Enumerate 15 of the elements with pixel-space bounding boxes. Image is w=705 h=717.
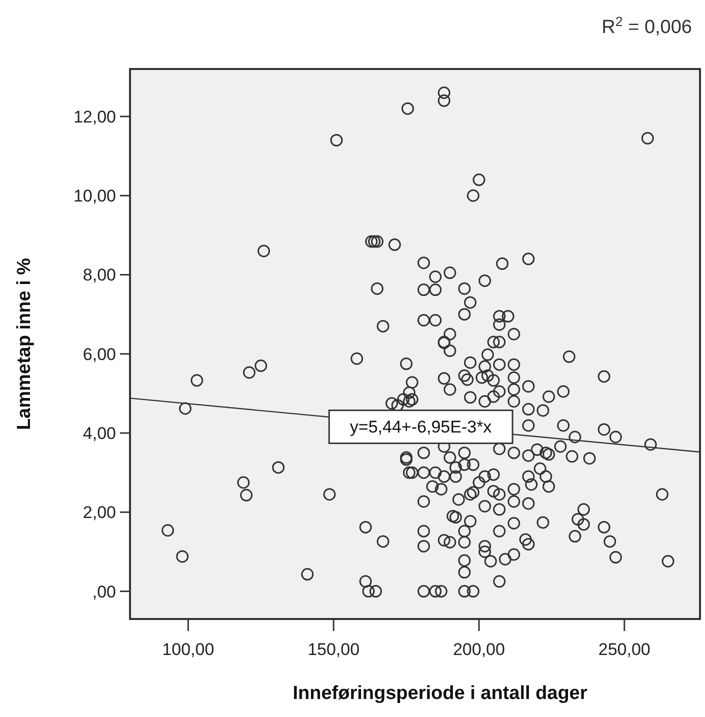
y-tick-label: 4,00	[82, 424, 116, 443]
y-tick-label: 8,00	[82, 266, 116, 285]
y-axis-title: Lammetap inne i %	[14, 258, 35, 430]
y-tick-label: ,00	[92, 582, 116, 602]
x-axis-title: Inneføringsperiode i antall dager	[292, 683, 588, 704]
y-tick-label: 10,00	[73, 186, 116, 206]
text: R$^{2}$ = 0,006	[602, 14, 692, 38]
y-tick-label: 12,00	[73, 107, 116, 126]
x-tick-label: 200,00	[452, 640, 505, 659]
y-tick-label: 2,00	[82, 503, 116, 522]
x-tick-label: 150,00	[308, 640, 360, 659]
annotation: y=5,44+-6,95E-3*x	[350, 417, 492, 436]
y-tick-label: 6,00	[82, 344, 116, 364]
x-tick-label: 250,00	[598, 640, 650, 659]
x-tick-label: 100,00	[162, 640, 214, 659]
